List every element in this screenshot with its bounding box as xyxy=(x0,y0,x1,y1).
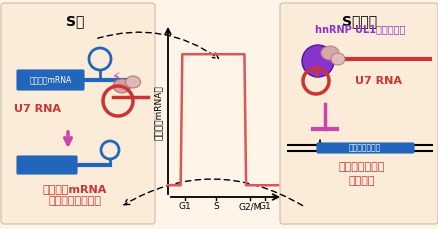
Ellipse shape xyxy=(113,79,131,93)
FancyBboxPatch shape xyxy=(279,3,437,224)
Text: 転写抑制: 転写抑制 xyxy=(348,176,374,186)
Ellipse shape xyxy=(320,46,338,60)
Text: ヒストンmRNA: ヒストンmRNA xyxy=(29,76,71,85)
Text: hnRNP UL1タンパク質: hnRNP UL1タンパク質 xyxy=(314,24,404,34)
Text: G1: G1 xyxy=(178,202,191,211)
Text: S: S xyxy=(212,202,219,211)
Text: ヒストンmRNA量: ヒストンmRNA量 xyxy=(153,86,162,140)
Circle shape xyxy=(301,45,333,77)
Text: U7 RNA: U7 RNA xyxy=(14,104,61,114)
Ellipse shape xyxy=(125,76,140,88)
Text: ヒストン遺伝子: ヒストン遺伝子 xyxy=(338,162,384,172)
Text: S期: S期 xyxy=(66,14,84,28)
Text: ヒストン遺伝子: ヒストン遺伝子 xyxy=(348,144,380,153)
Text: U7 RNA: U7 RNA xyxy=(354,76,401,86)
FancyBboxPatch shape xyxy=(17,70,84,90)
FancyBboxPatch shape xyxy=(1,3,155,224)
FancyBboxPatch shape xyxy=(17,156,77,174)
Text: S期以外: S期以外 xyxy=(342,14,377,28)
Text: プロセシング促進: プロセシング促進 xyxy=(48,196,101,206)
Text: ⚡: ⚡ xyxy=(111,71,120,84)
Text: ヒストンmRNA: ヒストンmRNA xyxy=(43,184,107,194)
FancyBboxPatch shape xyxy=(316,143,413,153)
Text: G1: G1 xyxy=(258,202,271,211)
Ellipse shape xyxy=(330,53,344,65)
Text: G2/M: G2/M xyxy=(238,202,261,211)
